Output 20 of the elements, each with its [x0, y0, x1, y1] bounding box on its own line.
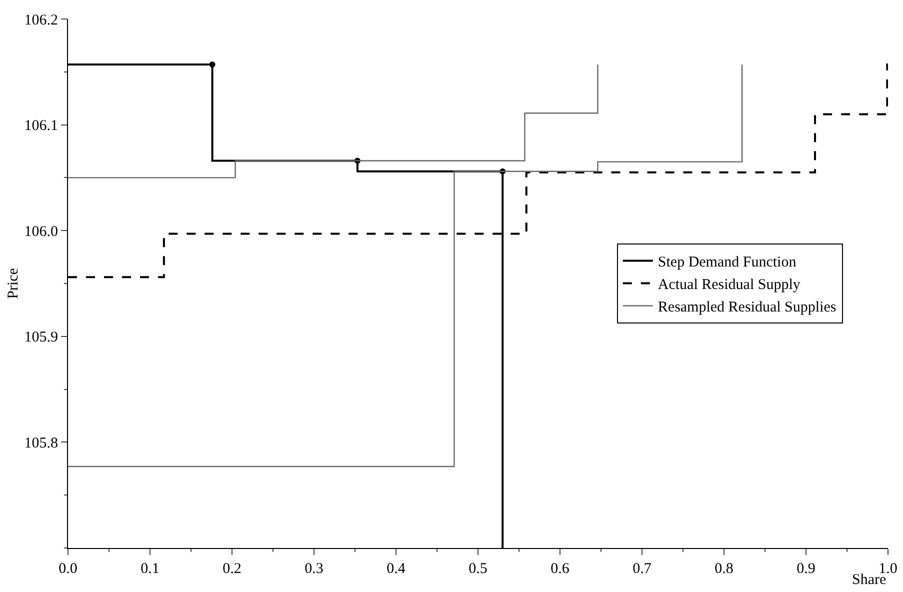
x-tick-label: 0.3 — [304, 561, 324, 577]
y-tick-label: 106.2 — [24, 12, 58, 28]
point — [209, 61, 216, 68]
x-tick-label: 0.7 — [632, 561, 652, 577]
legend-label: Actual Residual Supply — [658, 277, 801, 294]
y-tick-label: 106.1 — [24, 118, 58, 134]
y-tick-label: 105.9 — [24, 330, 58, 346]
legend-label: Step Demand Function — [658, 254, 797, 271]
x-tick-label: 0.6 — [550, 561, 570, 577]
x-tick-label: 0.2 — [222, 561, 242, 577]
y-tick-label: 105.8 — [24, 435, 58, 452]
y-axis-title: Price — [6, 268, 22, 299]
x-tick-label: 0.5 — [468, 561, 488, 577]
x-tick-label: 0.0 — [58, 561, 78, 577]
x-tick-label: 0.9 — [796, 561, 816, 577]
x-tick-label: 0.8 — [714, 561, 734, 577]
y-tick-label: 106.0 — [24, 224, 58, 240]
x-tick-label: 0.1 — [140, 561, 160, 577]
legend-label: Resampled Residual Supplies — [658, 300, 836, 316]
x-tick-label: 0.4 — [386, 561, 406, 577]
